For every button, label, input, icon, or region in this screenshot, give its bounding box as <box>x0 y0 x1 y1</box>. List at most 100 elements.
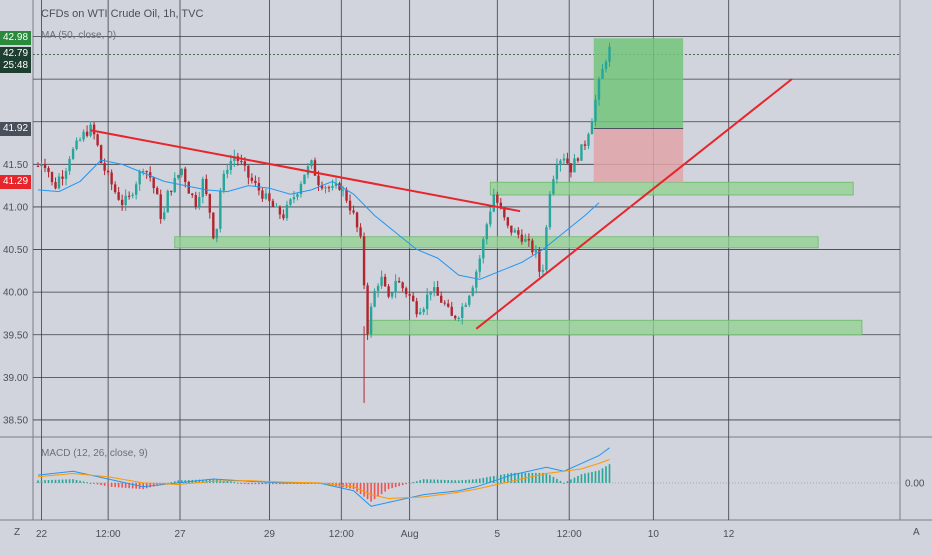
candle-body <box>82 131 85 140</box>
candle-body <box>96 134 99 146</box>
macd-histogram-bar <box>594 471 597 483</box>
candle-body <box>289 199 292 205</box>
candle-body <box>247 165 250 178</box>
candle-body <box>134 184 138 195</box>
candle-body <box>545 227 548 270</box>
candle-body <box>127 195 131 197</box>
macd-histogram-bar <box>559 480 562 483</box>
macd-histogram-bar <box>103 482 106 486</box>
y-tick-5: 41.00 <box>3 202 28 213</box>
macd-histogram-bar <box>580 474 583 483</box>
candle-body <box>124 195 127 206</box>
macd-histogram-bar <box>117 482 120 488</box>
macd-histogram-bar <box>601 468 604 483</box>
candle-body <box>566 158 569 164</box>
macd-histogram-bar <box>605 466 607 483</box>
macd-histogram-bar <box>405 482 407 485</box>
candle-body <box>43 164 47 169</box>
macd-histogram-bar <box>244 482 246 484</box>
candle-body <box>110 172 113 185</box>
price-tag-target: 42.98 <box>0 31 31 46</box>
macd-histogram-bar <box>566 481 569 483</box>
candle-body <box>369 306 373 335</box>
timezone-button[interactable]: Z <box>14 527 21 538</box>
candle-body <box>352 210 355 213</box>
macd-histogram-bar <box>426 479 428 483</box>
ascending-support <box>475 78 793 330</box>
macd-histogram-bar <box>587 472 590 483</box>
candle-body <box>390 292 394 297</box>
candle-body <box>552 179 555 195</box>
candle-body <box>282 214 285 219</box>
candle-body <box>148 172 152 178</box>
candle-body <box>268 193 271 201</box>
candle-body <box>191 193 194 196</box>
candle-body <box>78 139 82 141</box>
candle-body <box>401 282 404 289</box>
x-tick-4: 12:00 <box>329 529 354 540</box>
candle-body <box>408 294 411 296</box>
macd-histogram-bar <box>352 482 355 490</box>
macd-histogram-bar <box>415 481 418 483</box>
x-tick-7: 12:00 <box>557 529 582 540</box>
candle-body <box>527 238 531 241</box>
macd-histogram-bar <box>37 480 39 483</box>
candle-body <box>271 200 275 207</box>
macd-histogram-bar <box>286 482 288 485</box>
candle-body <box>468 295 471 305</box>
support-zone-lower <box>367 319 863 336</box>
candle-body <box>278 206 282 215</box>
candle-body <box>240 160 243 162</box>
candle-body <box>562 158 566 161</box>
macd-histogram-bar <box>237 482 239 484</box>
ma-legend: MA (50, close, 0) <box>41 30 117 41</box>
auto-scale-button[interactable]: A <box>913 527 920 538</box>
macd-histogram-bar <box>251 482 253 485</box>
macd-histogram-bar <box>72 479 74 483</box>
candle-body <box>510 225 513 233</box>
candle-body <box>475 271 478 288</box>
candle-body <box>383 276 387 287</box>
macd-histogram-bar <box>96 482 99 485</box>
candle-body <box>447 303 450 307</box>
macd-histogram-bar <box>128 482 130 489</box>
candle-body <box>226 169 229 174</box>
candle-body <box>187 182 190 194</box>
candle-body <box>517 230 520 235</box>
macd-histogram-bar <box>82 481 85 483</box>
macd-histogram-bar <box>549 474 551 483</box>
macd-histogram-bar <box>366 482 369 500</box>
macd-histogram-bar <box>170 482 173 484</box>
macd-histogram-bar <box>124 482 127 488</box>
candle-body <box>285 204 289 219</box>
macd-histogram-bar <box>563 482 565 484</box>
macd-histogram-bar <box>40 480 43 483</box>
macd-histogram-bar <box>422 479 425 483</box>
candle-body <box>457 317 460 319</box>
macd-histogram-bar <box>552 476 555 483</box>
candle-body <box>443 302 446 304</box>
candle-body <box>538 249 541 272</box>
x-tick-3: 29 <box>264 529 276 540</box>
macd-histogram-bar <box>429 479 432 483</box>
x-tick-6: 5 <box>495 529 501 540</box>
macd-histogram-bar <box>419 480 421 483</box>
macd-histogram-bar <box>166 482 169 484</box>
macd-histogram-bar <box>436 479 439 483</box>
macd-histogram-bar <box>433 479 435 483</box>
macd-histogram-bar <box>356 482 358 492</box>
macd-histogram-bar <box>475 479 478 483</box>
candle-body <box>503 208 506 218</box>
candle-body <box>341 189 345 191</box>
candle-body <box>492 194 496 212</box>
macd-histogram-bar <box>342 482 344 488</box>
candle-body <box>376 285 380 292</box>
macd-histogram-bar <box>240 482 243 484</box>
candle-body <box>601 68 604 79</box>
candle-body <box>215 228 219 239</box>
macd-histogram-bar <box>535 472 537 483</box>
macd-histogram-bar <box>454 480 457 483</box>
macd-histogram-bar <box>394 482 397 488</box>
